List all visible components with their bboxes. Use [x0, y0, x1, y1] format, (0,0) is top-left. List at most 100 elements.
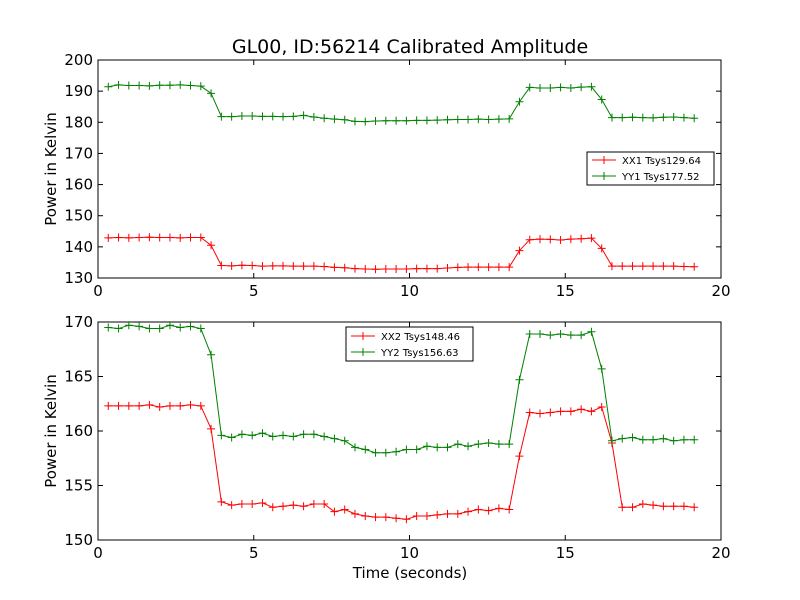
top-series-0-point [628, 262, 637, 271]
top-series-0-point [566, 235, 575, 244]
bottom-series-1-point [350, 443, 359, 452]
top-series-1-point [155, 81, 164, 90]
top-series-0-point [330, 263, 339, 272]
top-series-1-point [443, 115, 452, 124]
bottom-series-0-point [227, 501, 236, 510]
top-series-1-point [124, 81, 133, 90]
bottom-series-1-point [556, 329, 565, 338]
top-series-1-point [422, 116, 431, 125]
bottom-series-1-point [433, 443, 442, 452]
top-series-0-point [412, 264, 421, 273]
top-series-1-point [628, 113, 637, 122]
bottom-series-0-point [155, 403, 164, 412]
bottom-series-1-point [207, 350, 216, 359]
top-series-0-point [196, 233, 205, 242]
bottom-series-1-point [104, 323, 113, 332]
top-series-0-point [207, 241, 216, 250]
bottom-series-1-point [536, 329, 545, 338]
top-series-1-point [607, 113, 616, 122]
bottom-series-1-point [679, 435, 688, 444]
bottom-series-1-point [268, 432, 277, 441]
bottom-series-0-point [597, 403, 606, 412]
top-series-0-point [484, 263, 493, 272]
bottom-series-line-1 [108, 324, 695, 454]
top-series-1-point [279, 112, 288, 121]
top-series-1-point [237, 112, 246, 121]
bottom-series-0-point [268, 503, 277, 512]
top-series-1-point [392, 116, 401, 125]
bottom-series-0-point [217, 497, 226, 506]
top-series-1-point [217, 112, 226, 121]
top-legend: XX1 Tsys129.64 YY1 Tsys177.52 [586, 151, 715, 186]
top-series-0-point [453, 263, 462, 272]
top-legend-marker-yy1 [600, 172, 608, 180]
top-series-0-point [638, 262, 647, 271]
top-series-0-point [186, 233, 195, 242]
bottom-series-1-point [597, 364, 606, 373]
bottom-series-1-point [669, 436, 678, 445]
top-series-1-point [258, 112, 267, 121]
bottom-series-0-point [320, 500, 329, 509]
bottom-legend: XX2 Tsys148.46 YY2 Tsys156.63 [345, 326, 474, 362]
bottom-series-0-point [412, 512, 421, 521]
top-series-1-point [525, 83, 534, 92]
bottom-series-1-point [607, 436, 616, 445]
top-series-0-point [474, 263, 483, 272]
top-series-1-point [381, 116, 390, 125]
top-series-0-point [422, 264, 431, 273]
bottom-series-0-point [577, 405, 586, 414]
top-series-1-point [536, 84, 545, 93]
bottom-series-1-point [515, 375, 524, 384]
top-series-0-point [494, 263, 503, 272]
bottom-series-0-point [484, 506, 493, 515]
top-series-1-point [587, 82, 596, 91]
top-series-0-point [350, 264, 359, 273]
top-series-1-point [669, 112, 678, 121]
bottom-y-tick-label: 160 [64, 422, 93, 440]
bottom-series-0-point [309, 500, 318, 509]
top-series-0-point [618, 262, 627, 271]
top-series-0-point [258, 262, 267, 271]
bottom-series-0-point [546, 408, 555, 417]
top-series-0-point [124, 233, 133, 242]
bottom-series-1-point [196, 324, 205, 333]
top-series-1-point [402, 116, 411, 125]
bottom-series-0-point [104, 401, 113, 410]
top-series-1-point [104, 82, 113, 91]
top-series-1-point [268, 112, 277, 121]
top-series-0-point [135, 233, 144, 242]
top-series-1-point [690, 114, 699, 123]
bottom-series-0-point [556, 407, 565, 416]
bottom-series-0-point [361, 512, 370, 521]
bottom-series-1-point [474, 440, 483, 449]
top-series-0-point [464, 263, 473, 272]
top-y-tick-label: 130 [64, 269, 93, 287]
bottom-series-1-point [114, 324, 123, 333]
bottom-series-1-point [330, 434, 339, 443]
top-series-1-point [484, 115, 493, 124]
bottom-series-0-point [649, 501, 658, 510]
bottom-series-1-point [124, 321, 133, 330]
top-series-1-point [597, 95, 606, 104]
top-series-1-point [289, 112, 298, 121]
top-series-0-point [556, 236, 565, 245]
bottom-series-1-point [618, 434, 627, 443]
top-series-1-point [679, 113, 688, 122]
bottom-y-tick-label: 170 [64, 313, 93, 331]
bottom-x-tick-label: 15 [556, 544, 575, 562]
top-series-line-0 [108, 236, 695, 270]
bottom-series-1-point [638, 435, 647, 444]
top-legend-marker-xx1 [600, 156, 608, 164]
top-axis-ticks: 0 5 10 15 20 130 140 150 160 170 180 190 200 [64, 51, 730, 300]
bottom-series-0-point [289, 501, 298, 510]
top-series-0-point [392, 264, 401, 273]
top-series-0-point [309, 262, 318, 271]
top-series-1-point [505, 114, 514, 123]
top-series-0-point [669, 262, 678, 271]
top-y-tick-label: 150 [64, 207, 93, 225]
bottom-series-1-point [494, 440, 503, 449]
top-series-0-point [279, 261, 288, 270]
top-series-1-point [453, 115, 462, 124]
top-series-0-point [237, 261, 246, 270]
bottom-series-1-point [587, 327, 596, 336]
